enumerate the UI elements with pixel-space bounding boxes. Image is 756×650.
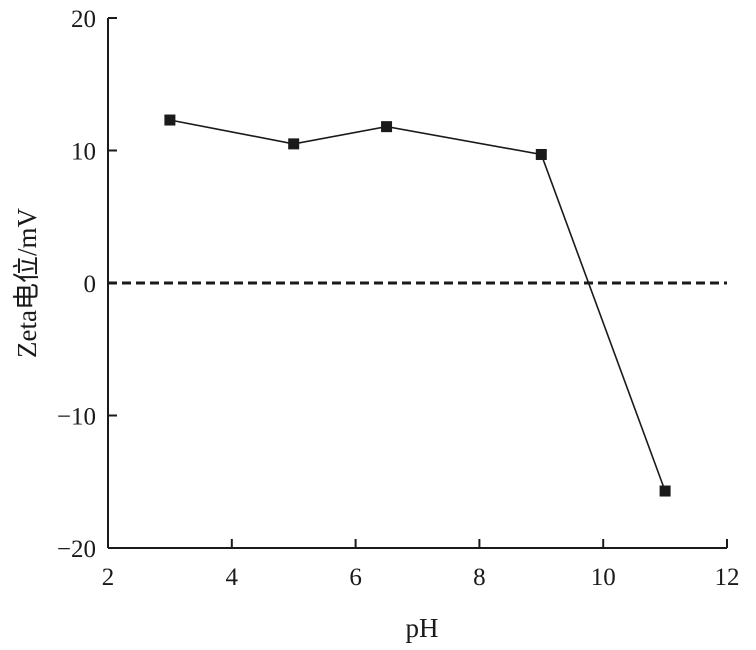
data-point-marker xyxy=(381,121,393,133)
x-tick-label: 10 xyxy=(591,564,616,591)
y-tick-label: −20 xyxy=(57,536,96,563)
data-point-marker xyxy=(288,138,300,150)
x-tick-label: 8 xyxy=(473,564,486,591)
y-tick-label: 10 xyxy=(71,139,96,166)
y-ticks: −20 −10 0 10 20 xyxy=(57,6,117,563)
x-tick-label: 2 xyxy=(102,564,115,591)
x-tick-label: 6 xyxy=(349,564,362,591)
data-point-marker xyxy=(535,148,547,160)
data-point-marker xyxy=(659,485,671,497)
x-tick-label: 12 xyxy=(715,564,740,591)
data-point-marker xyxy=(164,114,176,126)
x-ticks: 2 4 6 8 10 12 xyxy=(102,539,740,591)
y-tick-label: 0 xyxy=(84,271,97,298)
y-tick-label: 20 xyxy=(71,6,96,33)
series-line xyxy=(169,119,666,492)
x-axis-title: pH xyxy=(406,613,439,643)
x-tick-label: 4 xyxy=(226,564,239,591)
y-axis-title: Zeta电位/mV xyxy=(12,208,42,358)
y-tick-label: −10 xyxy=(57,404,96,431)
data-points xyxy=(164,114,671,497)
